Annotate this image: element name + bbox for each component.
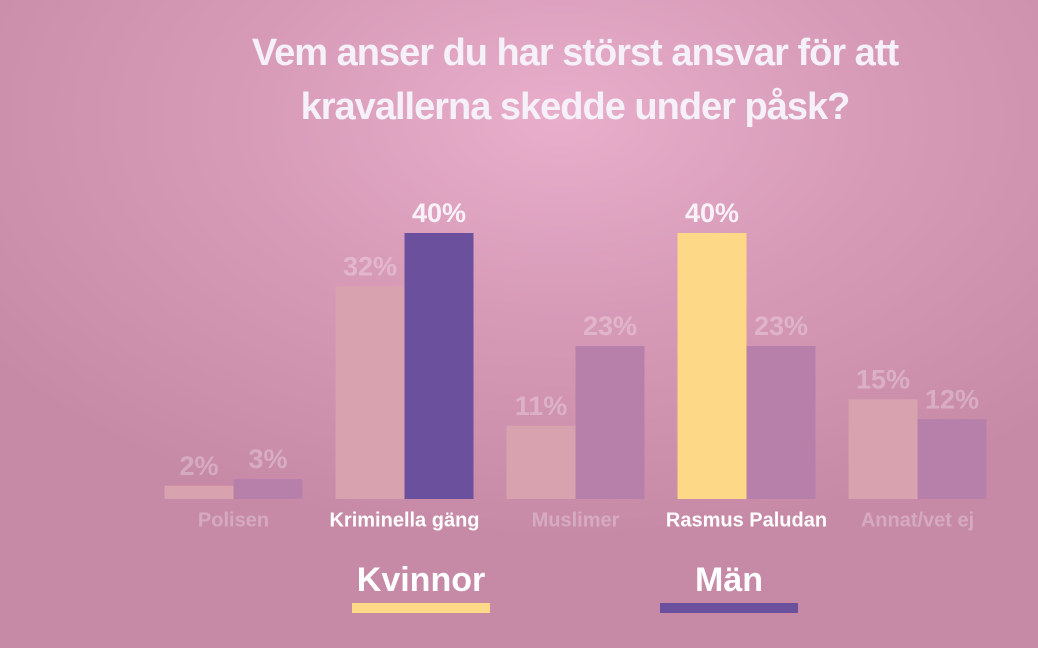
value-label: 3% [248,444,287,474]
legend-swatch [660,603,798,613]
category-label: Kriminella gäng [329,509,479,531]
value-label: 15% [856,364,910,394]
value-label: 40% [412,198,466,228]
bar [677,233,747,499]
bar [575,346,645,499]
value-label: 11% [515,391,568,421]
legend-label: Män [695,561,763,599]
bar [917,419,987,499]
category-label: Muslimer [532,509,620,531]
bar [335,286,405,499]
bar [506,425,576,499]
bar [848,399,918,499]
bar [746,346,816,499]
category-label: Annat/vet ej [861,509,974,531]
bar [164,485,234,499]
category-label: Rasmus Paludan [666,509,827,531]
value-label: 23% [754,311,808,341]
legend-label: Kvinnor [357,561,485,599]
bar [233,479,303,499]
legend-swatch [352,603,490,613]
bar [404,233,474,499]
value-label: 2% [179,451,218,481]
chart-title: Vem anser du har störst ansvar för att k… [251,32,899,128]
category-label: Polisen [198,509,269,531]
value-label: 23% [583,311,637,341]
value-label: 40% [685,198,739,228]
value-label: 12% [925,384,979,414]
value-label: 32% [343,251,397,281]
